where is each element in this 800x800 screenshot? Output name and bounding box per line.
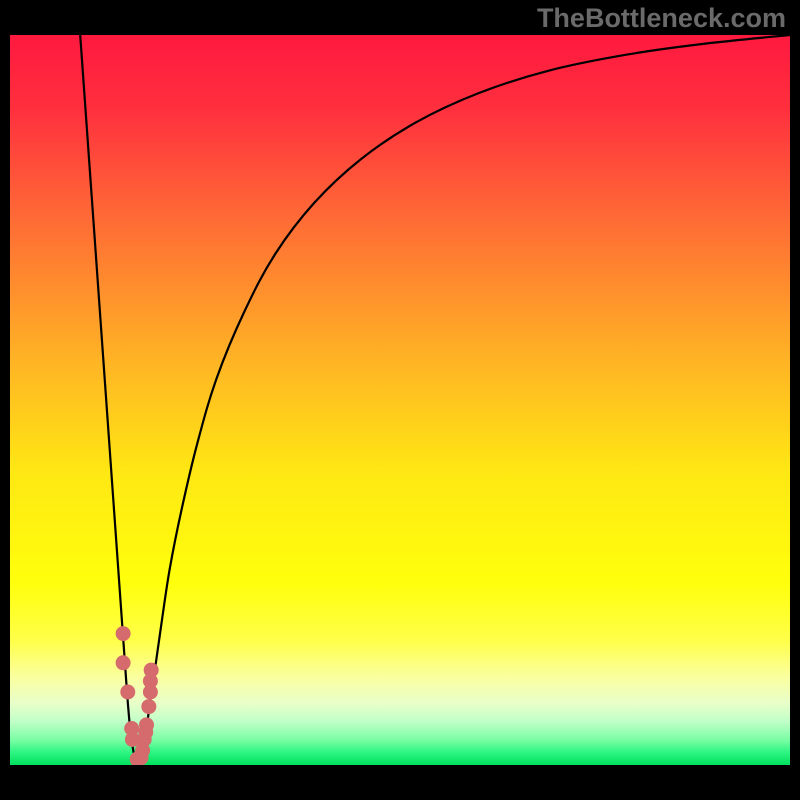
data-marker	[142, 700, 156, 714]
data-marker	[116, 627, 130, 641]
plot-area	[10, 35, 790, 765]
data-marker	[134, 751, 148, 765]
curve-layer	[10, 35, 790, 765]
data-marker	[144, 663, 158, 677]
data-marker	[116, 656, 130, 670]
chart-frame: TheBottleneck.com	[0, 0, 800, 800]
bottleneck-curve	[80, 35, 790, 764]
watermark-text: TheBottleneck.com	[537, 3, 786, 34]
data-marker	[121, 685, 135, 699]
data-marker	[143, 685, 157, 699]
marker-group	[116, 627, 158, 765]
